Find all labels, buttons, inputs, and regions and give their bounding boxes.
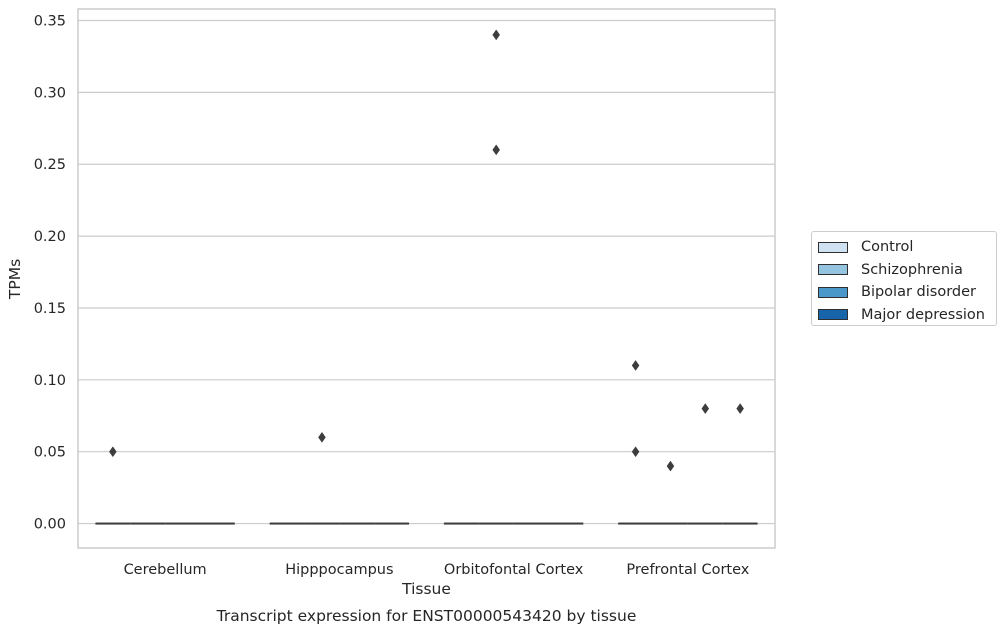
legend: Control Schizophrenia Bipolar disorder M… <box>811 231 997 326</box>
outlier-point <box>492 144 501 156</box>
legend-item-major-depression: Major depression <box>818 304 990 327</box>
legend-swatch-bipolar-disorder <box>818 286 848 298</box>
y-tick-labels: 0.00 0.05 0.10 0.15 0.20 0.25 0.30 0.35 <box>34 13 66 532</box>
y-tick-label: 0.05 <box>34 445 66 461</box>
y-tick-label: 0.15 <box>34 301 66 317</box>
x-tick-label: Cerebellum <box>124 562 207 578</box>
outlier-point <box>736 403 744 415</box>
legend-label-schizophrenia: Schizophrenia <box>861 261 963 278</box>
legend-item-bipolar-disorder: Bipolar disorder <box>818 281 990 304</box>
plot-area <box>78 9 775 548</box>
outlier-layer <box>109 29 744 472</box>
legend-item-control: Control <box>818 236 990 259</box>
x-axis-title: Tissue <box>401 580 451 598</box>
y-axis-title: TPMs <box>6 259 24 300</box>
y-tick-label: 0.00 <box>34 517 66 533</box>
y-tick-label: 0.35 <box>34 13 66 29</box>
legend-label-bipolar-disorder: Bipolar disorder <box>861 284 976 301</box>
outlier-point <box>492 29 501 41</box>
outlier-point <box>318 431 326 443</box>
x-tick-label: Hipppocampus <box>285 562 393 578</box>
outlier-point <box>631 446 640 458</box>
x-tick-label: Orbitofontal Cortex <box>444 562 584 578</box>
legend-swatch-control <box>818 241 848 253</box>
y-tick-label: 0.20 <box>34 229 66 245</box>
x-tick-label: Prefrontal Cortex <box>626 562 749 578</box>
plot-frame <box>77 8 776 549</box>
legend-swatch-major-depression <box>818 309 848 321</box>
outlier-point <box>631 360 640 371</box>
y-tick-label: 0.10 <box>34 373 66 389</box>
legend-swatch-schizophrenia <box>818 264 848 276</box>
chart-caption: Transcript expression for ENST0000054342… <box>216 607 637 625</box>
legend-item-schizophrenia: Schizophrenia <box>818 259 990 282</box>
y-tick-label: 0.25 <box>34 157 66 173</box>
y-tick-label: 0.30 <box>34 85 66 101</box>
outlier-point <box>701 403 710 415</box>
outlier-point <box>666 460 675 472</box>
outlier-point <box>109 446 117 458</box>
legend-label-major-depression: Major depression <box>861 306 985 323</box>
x-tick-labels: Cerebellum Hipppocampus Orbitofontal Corte… <box>124 562 750 578</box>
legend-label-control: Control <box>861 239 914 256</box>
box-layer <box>95 522 758 525</box>
